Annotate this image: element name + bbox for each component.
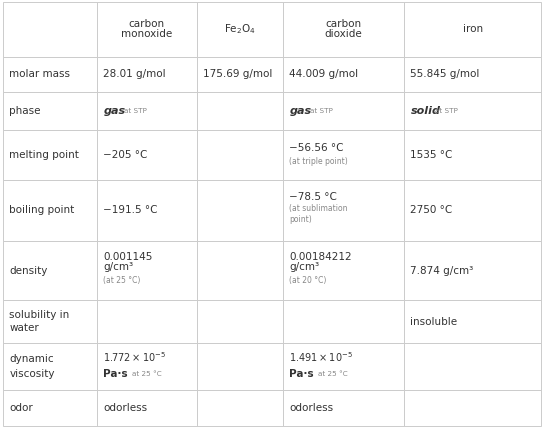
Bar	[97, 130, 196, 180]
Text: (at 25 °C): (at 25 °C)	[103, 276, 141, 285]
Text: carbon: carbon	[129, 19, 165, 29]
Text: (at 20 °C): (at 20 °C)	[289, 276, 327, 285]
Text: 0.00184212: 0.00184212	[289, 252, 352, 262]
Text: $1.772\times10^{-5}$: $1.772\times10^{-5}$	[103, 351, 166, 364]
Bar	[283, 56, 404, 92]
Text: carbon: carbon	[325, 19, 361, 29]
Text: boiling point: boiling point	[9, 205, 75, 215]
Text: viscosity: viscosity	[9, 369, 55, 379]
Text: Fe$_2$O$_4$: Fe$_2$O$_4$	[224, 22, 256, 36]
Bar	[404, 390, 541, 426]
Text: molar mass: molar mass	[9, 69, 70, 79]
Text: gas: gas	[103, 106, 126, 116]
Text: 44.009 g/mol: 44.009 g/mol	[289, 69, 358, 79]
Bar	[196, 2, 283, 56]
Text: 2750 °C: 2750 °C	[411, 205, 453, 215]
Bar	[404, 300, 541, 343]
Text: (at triple point): (at triple point)	[289, 157, 348, 166]
Bar	[196, 300, 283, 343]
Text: solid: solid	[411, 106, 441, 116]
Text: 55.845 g/mol: 55.845 g/mol	[411, 69, 480, 79]
Bar	[196, 343, 283, 390]
Bar	[404, 2, 541, 56]
Text: density: density	[9, 266, 48, 276]
Bar	[196, 390, 283, 426]
Text: Pa·s: Pa·s	[289, 369, 314, 378]
Text: 0.001145: 0.001145	[103, 252, 153, 262]
Text: at 25 °C: at 25 °C	[318, 371, 347, 377]
Bar	[3, 241, 97, 300]
Text: at STP: at STP	[435, 108, 458, 114]
Bar	[404, 56, 541, 92]
Bar	[404, 130, 541, 180]
Bar	[97, 180, 196, 241]
Text: −205 °C: −205 °C	[103, 150, 148, 160]
Text: (at sublimation: (at sublimation	[289, 204, 348, 213]
Text: point): point)	[289, 215, 312, 224]
Text: 175.69 g/mol: 175.69 g/mol	[203, 69, 273, 79]
Text: at 25 °C: at 25 °C	[132, 371, 162, 377]
Bar	[404, 343, 541, 390]
Text: g/cm³: g/cm³	[103, 262, 134, 272]
Bar	[283, 130, 404, 180]
Text: 7.874 g/cm³: 7.874 g/cm³	[411, 266, 474, 276]
Text: solubility in: solubility in	[9, 310, 70, 320]
Bar	[3, 343, 97, 390]
Bar	[97, 343, 196, 390]
Text: g/cm³: g/cm³	[289, 262, 319, 272]
Text: 1535 °C: 1535 °C	[411, 150, 453, 160]
Text: 28.01 g/mol: 28.01 g/mol	[103, 69, 166, 79]
Bar	[404, 180, 541, 241]
Bar	[3, 390, 97, 426]
Bar	[283, 180, 404, 241]
Bar	[283, 92, 404, 130]
Bar	[283, 2, 404, 56]
Text: iron: iron	[462, 24, 483, 34]
Text: $1.491\times10^{-5}$: $1.491\times10^{-5}$	[289, 351, 353, 364]
Bar	[196, 180, 283, 241]
Text: −191.5 °C: −191.5 °C	[103, 205, 158, 215]
Bar	[283, 343, 404, 390]
Bar	[3, 92, 97, 130]
Bar	[97, 390, 196, 426]
Bar	[404, 241, 541, 300]
Bar	[97, 2, 196, 56]
Text: insoluble: insoluble	[411, 317, 458, 327]
Text: odorless: odorless	[103, 403, 147, 413]
Bar	[196, 130, 283, 180]
Text: gas: gas	[289, 106, 311, 116]
Text: odor: odor	[9, 403, 33, 413]
Bar	[3, 300, 97, 343]
Bar	[97, 300, 196, 343]
Bar	[3, 2, 97, 56]
Text: −56.56 °C: −56.56 °C	[289, 143, 344, 153]
Text: phase: phase	[9, 106, 41, 116]
Bar	[404, 92, 541, 130]
Text: −78.5 °C: −78.5 °C	[289, 192, 337, 202]
Bar	[283, 390, 404, 426]
Text: monoxide: monoxide	[121, 30, 172, 39]
Bar	[97, 56, 196, 92]
Bar	[97, 92, 196, 130]
Bar	[283, 241, 404, 300]
Text: melting point: melting point	[9, 150, 79, 160]
Bar	[97, 241, 196, 300]
Text: at STP: at STP	[310, 108, 333, 114]
Text: odorless: odorless	[289, 403, 333, 413]
Bar	[196, 241, 283, 300]
Bar	[196, 92, 283, 130]
Text: dioxide: dioxide	[324, 30, 362, 39]
Bar	[3, 130, 97, 180]
Text: Pa·s: Pa·s	[103, 369, 128, 378]
Bar	[283, 300, 404, 343]
Text: dynamic: dynamic	[9, 354, 54, 364]
Bar	[196, 56, 283, 92]
Bar	[3, 56, 97, 92]
Bar	[3, 180, 97, 241]
Text: water: water	[9, 323, 39, 333]
Text: at STP: at STP	[124, 108, 147, 114]
